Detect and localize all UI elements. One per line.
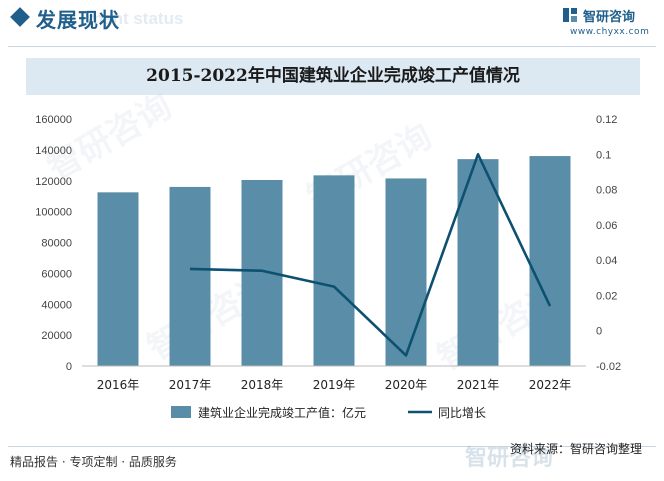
x-tick-label: 2017年	[169, 378, 212, 392]
y-left-tick-label: 40000	[41, 299, 72, 311]
section-subtitle-watermark: ment status	[88, 9, 184, 28]
footer-tagline: 精品报告 · 专项定制 · 品质服务	[10, 455, 177, 469]
legend-label-line: 同比增长	[438, 406, 486, 420]
brand-url: www.chyxx.com	[570, 27, 650, 37]
footer-divider	[8, 446, 656, 447]
bar	[457, 159, 499, 366]
source-note: 资料来源：智研咨询整理	[510, 442, 643, 456]
y-right-tick-label: 0.08	[596, 185, 617, 197]
bar	[385, 178, 427, 366]
x-tick-label: 2020年	[385, 378, 428, 392]
y-right-tick-label: 0	[596, 326, 602, 338]
y-left-tick-label: 0	[66, 361, 72, 373]
header-divider	[8, 46, 656, 47]
y-right-tick-label: 0.1	[596, 149, 611, 161]
header: ment status 发展现状 智研咨询 www.chyxx.com	[0, 0, 664, 44]
legend-label-bar: 建筑业企业完成竣工产值：亿元	[198, 405, 366, 420]
brand-mark-icon	[563, 8, 577, 22]
y-left-tick-label: 80000	[41, 238, 72, 250]
chart-title-band	[26, 58, 640, 95]
line-series	[189, 152, 552, 357]
y-right-tick-label: 0.12	[596, 114, 617, 126]
y-right-tick-label: 0.02	[596, 290, 617, 302]
y-right-tick-label: 0.06	[596, 220, 617, 232]
chart-title: 2015-2022年中国建筑业企业完成竣工产值情况	[146, 66, 520, 86]
x-tick-label: 2019年	[313, 378, 356, 392]
bar	[169, 186, 211, 366]
x-tick-label: 2018年	[241, 378, 284, 392]
brand-logo: 智研咨询 www.chyxx.com	[562, 6, 654, 42]
footer-brand-watermark: 智研咨询	[465, 446, 554, 471]
y-left-tick-label: 140000	[35, 145, 72, 157]
x-tick-label: 2021年	[457, 378, 500, 392]
bar	[313, 175, 355, 366]
y-left-tick-label: 160000	[35, 114, 72, 126]
y-left-tick-label: 60000	[41, 268, 72, 280]
y-left-tick-label: 100000	[35, 207, 72, 219]
y-left-tick-label: 120000	[35, 176, 72, 188]
x-tick-label: 2022年	[529, 378, 572, 392]
legend-swatch-bar	[171, 406, 191, 418]
section-title: 发展现状	[36, 8, 120, 32]
bar	[529, 156, 571, 366]
bar	[97, 192, 139, 366]
brand-name: 智研咨询	[583, 10, 636, 25]
y-right-tick-label: -0.02	[596, 361, 621, 373]
x-tick-label: 2016年	[97, 378, 140, 392]
y-right-tick-label: 0.04	[596, 255, 617, 267]
y-left-tick-label: 20000	[41, 330, 72, 342]
